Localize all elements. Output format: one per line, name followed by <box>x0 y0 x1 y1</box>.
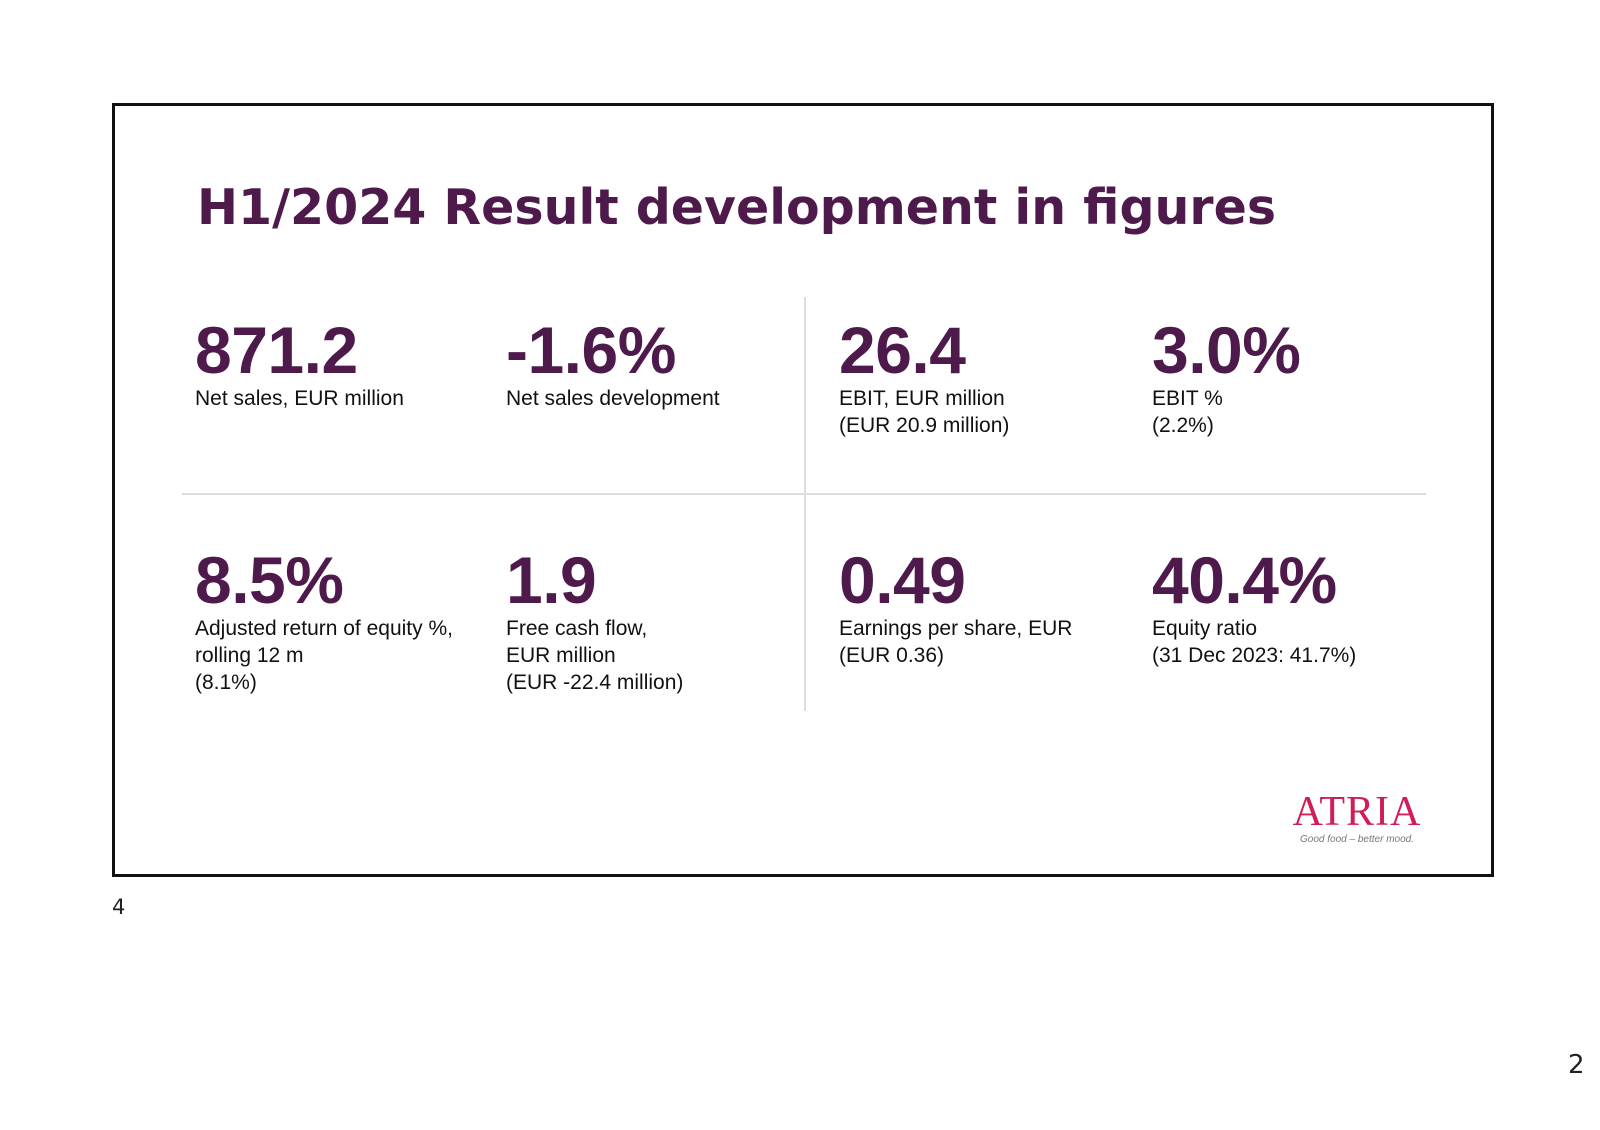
slide: H1/2024 Result development in figures 87… <box>112 103 1494 877</box>
kpi-comparison: (EUR 0.36) <box>839 644 945 667</box>
kpi-value: -1.6% <box>506 313 676 387</box>
kpi-value: 26.4 <box>839 313 966 387</box>
slide-title: H1/2024 Result development in figures <box>197 179 1276 236</box>
kpi-comparison: (EUR 20.9 million) <box>839 414 1010 437</box>
logo-wordmark: ATRIA <box>1292 789 1422 835</box>
kpi-label: Net sales, EUR million <box>195 387 404 410</box>
kpi-earnings-per-share: 0.49 Earnings per share, EUR (EUR 0.36) <box>839 545 1139 669</box>
kpi-free-cash-flow: 1.9 Free cash flow, EUR million (EUR -22… <box>506 545 806 696</box>
kpi-label: Adjusted return of equity %, <box>195 617 453 640</box>
kpi-net-sales-development: -1.6% Net sales development <box>506 315 806 412</box>
kpi-label: Free cash flow, <box>506 617 648 640</box>
kpi-value: 40.4% <box>1152 543 1337 617</box>
atria-logo: ATRIA Good food – better mood. <box>1277 790 1437 846</box>
kpi-value: 8.5% <box>195 543 344 617</box>
kpi-label-unit: EUR million <box>506 644 616 667</box>
kpi-value: 0.49 <box>839 543 966 617</box>
kpi-comparison: (2.2%) <box>1152 414 1214 437</box>
kpi-net-sales: 871.2 Net sales, EUR million <box>195 315 495 412</box>
page-number: 2 <box>1568 1050 1585 1080</box>
kpi-label: EBIT, EUR million <box>839 387 1005 410</box>
kpi-value: 1.9 <box>506 543 597 617</box>
kpi-equity-ratio: 40.4% Equity ratio (31 Dec 2023: 41.7%) <box>1152 545 1452 669</box>
kpi-comparison: (EUR -22.4 million) <box>506 671 684 694</box>
kpi-label: Earnings per share, EUR <box>839 617 1073 640</box>
kpi-ebit-percent: 3.0% EBIT % (2.2%) <box>1152 315 1452 439</box>
kpi-label: EBIT % <box>1152 387 1223 410</box>
kpi-comparison: (31 Dec 2023: 41.7%) <box>1152 644 1357 667</box>
kpi-label: Net sales development <box>506 387 720 410</box>
slide-number: 4 <box>112 895 126 919</box>
kpi-value: 3.0% <box>1152 313 1301 387</box>
vertical-divider <box>804 297 806 711</box>
kpi-comparison: (8.1%) <box>195 671 257 694</box>
logo-tagline: Good food – better mood. <box>1300 834 1414 845</box>
kpi-label: Equity ratio <box>1152 617 1258 640</box>
kpi-ebit: 26.4 EBIT, EUR million (EUR 20.9 million… <box>839 315 1139 439</box>
kpi-label-period: rolling 12 m <box>195 644 304 667</box>
kpi-value: 871.2 <box>195 313 358 387</box>
horizontal-divider <box>182 493 1426 495</box>
kpi-return-on-equity: 8.5% Adjusted return of equity %, rollin… <box>195 545 495 696</box>
